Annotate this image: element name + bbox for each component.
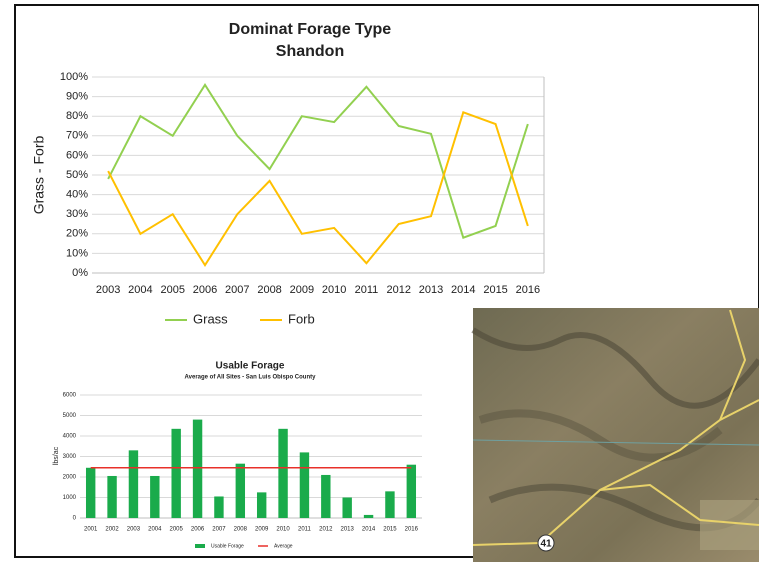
x-tick-label: 2012 (386, 284, 410, 296)
y-axis-label: lbs/ac (53, 446, 60, 465)
x-tick-label: 2005 (160, 284, 184, 296)
y-tick-label: 10% (66, 247, 88, 259)
y-tick-label: 70% (66, 130, 88, 142)
y-axis-label: Grass - Forb (31, 136, 47, 215)
y-tick-label: 30% (66, 208, 88, 220)
route-shield (537, 534, 555, 552)
x-tick-label: 2010 (322, 284, 346, 296)
x-tick-label: 2009 (255, 527, 269, 533)
x-tick-label: 2015 (383, 527, 397, 533)
road (472, 399, 759, 546)
y-tick-label: 0% (72, 267, 88, 279)
bar (278, 428, 288, 518)
chart-title: Dominat Forage Type (229, 21, 391, 38)
ridge (471, 327, 759, 409)
legend-swatch (195, 544, 205, 548)
x-tick-label: 2014 (362, 527, 376, 533)
x-tick-label: 2015 (483, 284, 507, 296)
y-tick-label: 20% (66, 228, 88, 240)
y-tick-label: 80% (66, 110, 88, 122)
road (599, 483, 759, 526)
x-tick-label: 2012 (319, 527, 333, 533)
y-tick-label: 1000 (63, 495, 77, 501)
bar (385, 491, 395, 518)
road (719, 309, 747, 421)
chart: Usable Forage Average of All Sites - San … (53, 361, 422, 549)
x-tick-label: 2006 (191, 527, 205, 533)
bar (214, 496, 224, 518)
x-tick-label: 2003 (127, 527, 141, 533)
x-tick-label: 2008 (257, 284, 281, 296)
x-tick-label: 2013 (419, 284, 443, 296)
x-tick-label: 2004 (128, 284, 152, 296)
legend-label: Usable Forage (211, 543, 244, 549)
bar (107, 475, 117, 518)
x-tick-label: 2016 (405, 527, 419, 533)
bar (150, 475, 160, 518)
chart-title: Usable Forage (216, 361, 285, 372)
bar (406, 464, 417, 518)
y-tick-label: 100% (60, 71, 88, 83)
y-tick-label: 5000 (63, 413, 77, 419)
bar (321, 474, 331, 518)
legend-label: Average (274, 543, 293, 549)
chart-subtitle: Shandon (276, 43, 344, 60)
x-tick-label: 2010 (276, 527, 290, 533)
x-tick-label: 2016 (516, 284, 540, 296)
series-line (107, 82, 529, 240)
y-tick-label: 50% (66, 169, 88, 181)
x-tick-label: 2008 (234, 527, 248, 533)
x-tick-label: 2005 (170, 527, 184, 533)
satellite-image: 41 (471, 308, 759, 562)
bar (85, 467, 96, 518)
bar (342, 497, 352, 518)
y-tick-label: 90% (66, 91, 88, 103)
x-tick-label: 2007 (212, 527, 226, 533)
bar (192, 419, 203, 518)
x-tick-label: 2011 (355, 284, 379, 296)
x-tick-label: 2001 (84, 527, 98, 533)
bar (171, 428, 181, 518)
chart: Dominat Forage Type Shandon Grass - Forb 0%… (31, 21, 545, 326)
y-tick-label: 3000 (63, 454, 77, 460)
x-tick-label: 2014 (451, 284, 475, 296)
legend-label: Forb (288, 311, 315, 326)
y-tick-label: 4000 (63, 434, 77, 440)
x-tick-label: 2009 (290, 284, 314, 296)
chart-subtitle: Average of All Sites - San Luis Obispo C… (185, 375, 317, 381)
legend-label: Grass (193, 311, 228, 326)
bar (235, 463, 246, 518)
x-tick-label: 2002 (105, 527, 119, 533)
bar (128, 450, 139, 518)
x-tick-label: 2013 (341, 527, 355, 533)
series-line (107, 110, 529, 268)
x-tick-label: 2011 (298, 527, 312, 533)
bar (363, 514, 374, 518)
y-tick-label: 40% (66, 189, 88, 201)
x-tick-label: 2003 (96, 284, 120, 296)
x-tick-label: 2004 (148, 527, 162, 533)
y-tick-label: 2000 (63, 475, 77, 481)
x-tick-label: 2007 (225, 284, 249, 296)
x-tick-label: 2006 (193, 284, 217, 296)
bar (256, 492, 267, 518)
y-tick-label: 6000 (63, 393, 77, 399)
bar (299, 452, 310, 518)
y-tick-label: 60% (66, 149, 88, 161)
y-tick-label: 0 (73, 516, 77, 522)
boundary (472, 439, 759, 446)
ridge (478, 409, 723, 462)
route-label: 41 (540, 539, 552, 550)
